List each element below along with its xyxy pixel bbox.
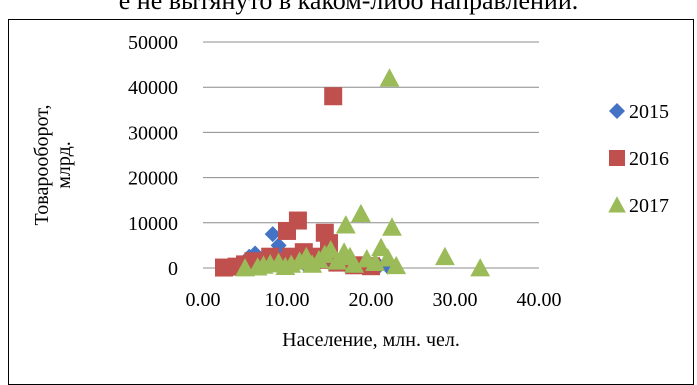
legend-label: 2017 — [629, 195, 669, 217]
data-point-2017 — [377, 248, 398, 267]
y-tick-label: 10000 — [128, 213, 178, 235]
legend-marker-2017 — [608, 196, 626, 213]
y-axis-title-line: Товарооборот, — [31, 105, 53, 226]
y-axis-title: Товарооборот, млрд. — [31, 105, 75, 226]
x-tick-label: 20.00 — [349, 289, 394, 311]
gridlines — [203, 41, 539, 224]
legend-marker-2015 — [609, 103, 625, 119]
legend-label: 2016 — [629, 148, 669, 170]
y-tick-labels: 0 10000 20000 30000 40000 50000 — [128, 32, 178, 280]
x-tick-label: 0.00 — [186, 289, 221, 311]
x-tick-labels: 0.00 10.00 20.00 30.00 40.00 — [186, 289, 562, 311]
x-tick-label: 30.00 — [433, 289, 478, 311]
data-point-2017 — [386, 255, 407, 275]
series-2016 — [215, 87, 380, 277]
data-point-2017 — [344, 254, 365, 273]
x-axis-title: Население, млн. чел. — [282, 329, 460, 351]
data-points — [215, 68, 491, 277]
y-tick-label: 50000 — [128, 32, 178, 54]
series-2017 — [235, 68, 491, 277]
legend: 2015 2016 2017 — [608, 101, 669, 217]
chart-frame — [8, 19, 694, 385]
data-point-2017 — [379, 68, 400, 87]
y-tick-label: 30000 — [128, 122, 178, 144]
y-tick-label: 40000 — [128, 77, 178, 99]
legend-label: 2015 — [629, 101, 669, 123]
data-point-2017 — [351, 203, 371, 223]
data-point-2016 — [324, 87, 343, 106]
y-tick-label: 0 — [168, 258, 178, 280]
page-heading-fragment: е не вытянуто в каком-либо направлении. — [118, 0, 579, 15]
legend-marker-2016 — [609, 150, 625, 166]
data-point-2015 — [264, 226, 281, 243]
data-point-2016 — [288, 211, 307, 230]
legend-item-2017: 2017 — [608, 195, 669, 217]
x-tick-label: 10.00 — [265, 289, 310, 311]
data-point-2017 — [470, 258, 491, 277]
y-tick-label: 20000 — [128, 168, 178, 190]
legend-item-2016: 2016 — [609, 148, 669, 170]
data-point-2017 — [435, 246, 455, 266]
x-tick-label: 40.00 — [517, 289, 562, 311]
y-axis-title-line: млрд. — [53, 141, 75, 189]
data-point-2017 — [320, 240, 341, 259]
data-point-2017 — [382, 217, 402, 236]
data-point-2017 — [335, 215, 356, 234]
legend-item-2015: 2015 — [609, 101, 669, 123]
